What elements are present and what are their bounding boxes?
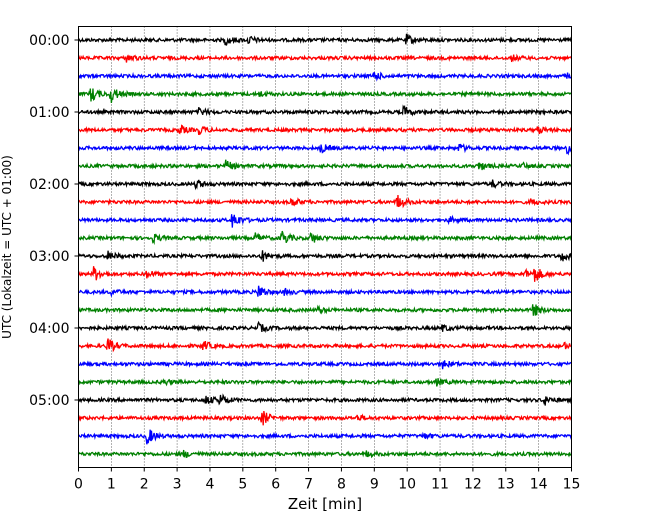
x-tick-label: 2	[140, 477, 149, 493]
x-tick-label: 9	[370, 477, 379, 493]
trace-line	[77, 393, 573, 406]
trace-line	[78, 250, 572, 262]
trace-line	[78, 159, 573, 171]
x-axis: 0 1 2 3 4 5 6 7 8 9 10 11 12 13 14 15	[74, 467, 581, 493]
trace-line	[77, 338, 573, 353]
trace-line	[77, 410, 573, 426]
x-axis-label: Zeit [min]	[288, 495, 362, 513]
x-tick-label: 8	[337, 477, 346, 493]
x-tick-label: 13	[497, 477, 515, 493]
trace-line	[77, 266, 573, 282]
plot-frame	[78, 26, 572, 468]
x-tick-label: 7	[304, 477, 313, 493]
x-tick-label: 10	[398, 477, 416, 493]
trace-line	[78, 88, 573, 104]
x-tick-label: 11	[431, 477, 449, 493]
trace-line	[77, 449, 572, 459]
x-tick-label: 12	[464, 477, 482, 493]
trace-line	[78, 304, 572, 316]
y-tick-label: 05:00	[29, 393, 69, 409]
y-tick-label: 03:00	[29, 249, 69, 265]
trace-line	[78, 359, 572, 370]
y-axis: 00:00 01:00 02:00 03:00 04:00 05:00	[29, 33, 79, 409]
x-tick-label: 5	[238, 477, 247, 493]
x-tick-label: 3	[173, 477, 182, 493]
y-axis-label: UTC (Lokalzeit = UTC + 01:00)	[0, 155, 14, 339]
y-tick-label: 04:00	[29, 321, 69, 337]
trace-line	[77, 33, 573, 46]
trace-line	[78, 124, 573, 136]
x-tick-label: 14	[530, 477, 548, 493]
trace-line	[78, 285, 572, 298]
x-tick-label: 15	[563, 477, 581, 493]
trace-line	[78, 194, 573, 209]
trace-line	[78, 377, 572, 387]
x-tick-label: 1	[107, 477, 116, 493]
x-tick-label: 4	[206, 477, 215, 493]
y-tick-label: 00:00	[29, 33, 69, 49]
trace-line	[77, 179, 572, 191]
trace-line	[77, 230, 573, 246]
trace-line	[77, 53, 573, 63]
trace-line	[77, 214, 573, 228]
trace-line	[78, 104, 572, 117]
y-tick-label: 02:00	[29, 177, 69, 193]
y-tick-label: 01:00	[29, 105, 69, 121]
trace-line	[77, 143, 573, 156]
trace-line	[77, 71, 572, 82]
trace-line	[77, 320, 572, 334]
trace-line	[78, 429, 573, 445]
x-tick-label: 6	[271, 477, 280, 493]
seismic-traces	[77, 33, 573, 459]
x-tick-label: 0	[74, 477, 83, 493]
